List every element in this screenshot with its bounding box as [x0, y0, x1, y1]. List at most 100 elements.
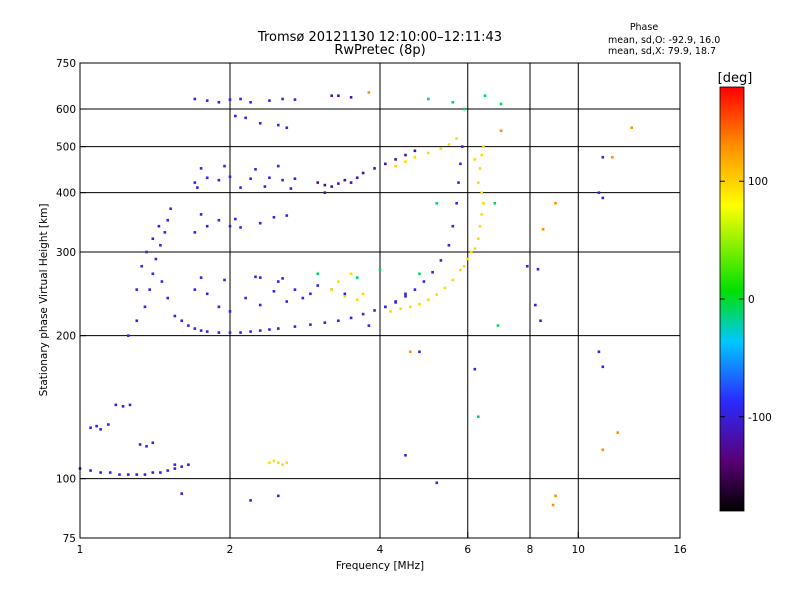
data-point: [478, 224, 482, 228]
data-point: [541, 227, 545, 231]
data-point: [473, 247, 477, 250]
data-point: [281, 277, 284, 280]
data-point: [173, 467, 177, 470]
data-point: [89, 426, 92, 430]
data-point: [217, 331, 221, 334]
data-point: [159, 471, 162, 474]
data-point: [384, 162, 387, 166]
colorbar-ticks: -100 0 100: [720, 176, 772, 424]
x-tick-label: 16: [673, 544, 687, 556]
data-point: [499, 102, 503, 106]
x-axis-label: Frequency [MHz]: [336, 560, 424, 572]
data-point: [187, 463, 190, 466]
data-point: [143, 473, 147, 476]
data-point: [343, 292, 347, 296]
data-point: [180, 492, 184, 495]
data-point: [413, 288, 417, 291]
data-point: [234, 217, 237, 221]
data-point: [293, 325, 297, 328]
data-point: [316, 272, 320, 276]
data-point: [281, 463, 284, 466]
data-point: [217, 218, 221, 222]
colorbar-label: [deg]: [718, 71, 753, 86]
data-point: [199, 329, 203, 332]
data-point: [89, 469, 92, 472]
data-point: [316, 181, 320, 184]
data-point: [373, 309, 376, 312]
data-point: [193, 97, 197, 101]
data-point: [601, 155, 605, 159]
data-point: [293, 98, 297, 101]
data-point: [228, 175, 232, 179]
data-point: [597, 191, 601, 194]
data-point: [408, 305, 412, 309]
data-point: [426, 97, 430, 101]
data-point: [143, 305, 147, 309]
y-tick-label: 300: [56, 247, 76, 259]
data-point: [293, 177, 297, 181]
data-point: [367, 324, 371, 327]
data-point: [323, 191, 327, 194]
data-point: [276, 461, 280, 465]
stats-o-line: mean, sd,O: -92.9, 16.0: [608, 35, 720, 46]
data-point: [399, 307, 402, 310]
data-point: [404, 453, 407, 457]
data-point: [228, 331, 232, 334]
data-point: [435, 293, 439, 296]
data-point: [361, 292, 365, 296]
data-point: [285, 214, 289, 217]
data-point: [138, 443, 142, 446]
data-point: [159, 243, 162, 247]
y-axis-label: Stationary phase Virtual Height [km]: [38, 204, 50, 397]
data-point: [166, 469, 170, 472]
data-point: [616, 431, 620, 434]
data-point: [413, 149, 417, 153]
data-point: [525, 264, 529, 268]
data-point: [193, 288, 197, 291]
data-point: [451, 224, 455, 228]
data-point: [193, 327, 197, 330]
data-point: [217, 100, 221, 104]
data-point: [239, 186, 242, 189]
data-point: [394, 164, 397, 168]
data-point: [422, 280, 426, 283]
data-point: [349, 96, 353, 99]
data-point: [99, 471, 102, 474]
data-point: [389, 310, 392, 313]
data-point: [343, 178, 347, 182]
data-point: [234, 114, 237, 118]
data-point: [151, 441, 155, 445]
data-point: [480, 213, 484, 216]
data-point: [258, 329, 262, 332]
data-point: [483, 94, 487, 98]
data-point: [281, 97, 284, 101]
data-point: [135, 473, 139, 476]
x-tick-label: 10: [572, 544, 585, 556]
data-point: [193, 231, 197, 234]
data-point: [276, 494, 280, 498]
data-point: [249, 100, 252, 104]
x-tick-label: 6: [464, 544, 471, 556]
y-tick-label: 200: [56, 331, 76, 343]
data-point: [473, 158, 477, 161]
data-point: [281, 178, 284, 182]
data-point: [408, 350, 412, 354]
data-point: [160, 280, 164, 283]
data-point: [126, 334, 130, 337]
data-point: [151, 272, 155, 276]
data-point: [228, 310, 232, 313]
data-point: [205, 330, 209, 333]
data-point: [466, 257, 470, 261]
data-point: [323, 183, 327, 187]
x-tick-label: 8: [527, 544, 534, 556]
data-point: [285, 461, 289, 465]
data-point: [244, 116, 247, 120]
data-point: [462, 264, 466, 268]
data-point: [455, 201, 458, 205]
data-point: [268, 176, 271, 180]
data-point: [480, 153, 484, 157]
data-point: [477, 415, 480, 419]
y-tick-label: 600: [56, 104, 76, 116]
data-point: [258, 303, 262, 307]
